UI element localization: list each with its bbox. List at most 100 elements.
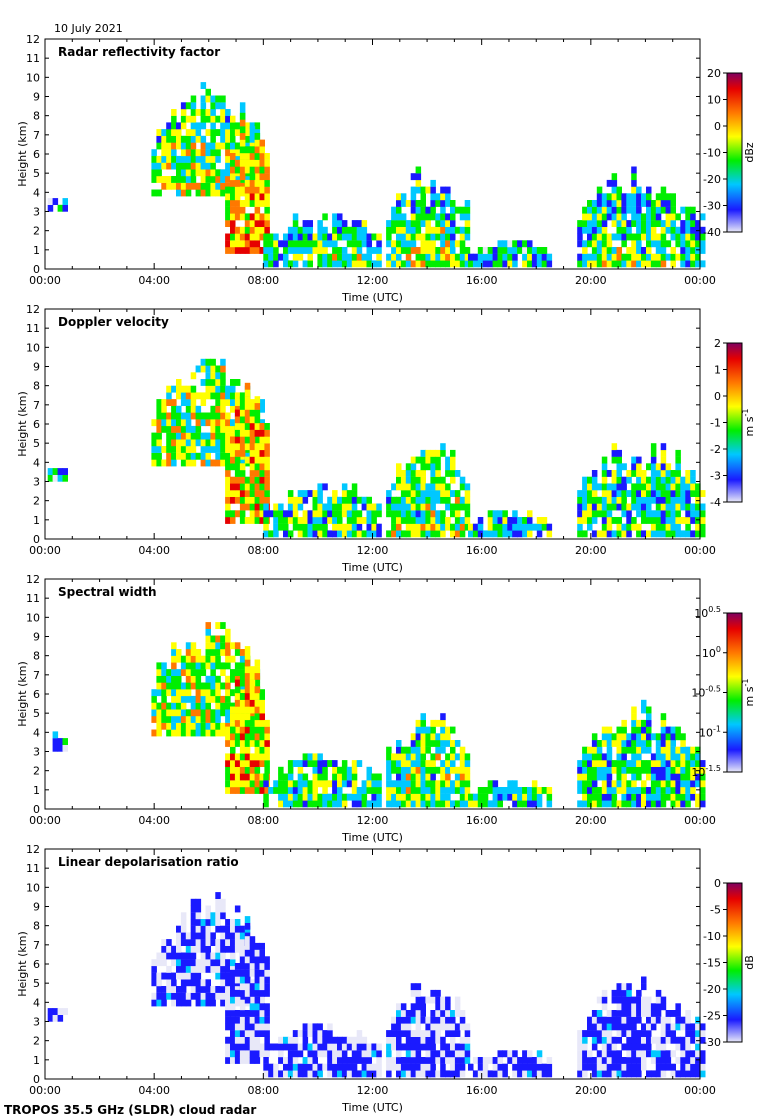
heatmap-cell <box>606 1057 613 1064</box>
heatmap-cell <box>680 773 686 781</box>
heatmap-cell <box>440 247 446 254</box>
heatmap-cell <box>176 412 182 420</box>
heatmap-cell <box>690 530 696 538</box>
heatmap-cell <box>239 945 246 953</box>
heatmap-cell <box>611 503 618 511</box>
heatmap-cell <box>259 476 265 484</box>
heatmap-cell <box>596 746 603 754</box>
heatmap-cell <box>210 169 216 177</box>
heatmap-cell <box>641 1023 647 1031</box>
heatmap-cell <box>327 780 333 788</box>
heatmap-cell <box>445 726 451 734</box>
heatmap-cell <box>200 965 207 973</box>
heatmap-cell <box>665 200 672 207</box>
heatmap-cell <box>215 972 221 980</box>
heatmap-cell <box>156 129 162 136</box>
heatmap-cell <box>239 963 246 970</box>
heatmap-cell <box>675 1036 681 1044</box>
heatmap-cell <box>341 1043 348 1051</box>
heatmap-cell <box>239 675 246 683</box>
heatmap-cell <box>445 523 451 531</box>
heatmap-cell <box>62 204 68 212</box>
heatmap-cell <box>577 530 583 538</box>
heatmap-cell <box>435 1050 441 1058</box>
heatmap-cell <box>522 253 528 261</box>
heatmap-cell <box>244 476 251 484</box>
heatmap-cell <box>655 1063 662 1071</box>
heatmap-cell <box>234 1036 241 1044</box>
heatmap-cell <box>582 510 588 518</box>
heatmap-cell <box>195 959 202 967</box>
heatmap-cell <box>171 109 177 116</box>
heatmap-cell <box>670 496 676 504</box>
heatmap-cell <box>200 439 207 447</box>
heatmap-cell <box>601 253 608 261</box>
heatmap-cell <box>356 510 363 518</box>
heatmap-cell <box>215 892 221 899</box>
heatmap-cell <box>185 182 192 190</box>
heatmap-cell <box>641 746 647 754</box>
heatmap-cell <box>371 1070 377 1078</box>
heatmap-cell <box>646 1030 652 1037</box>
heatmap-cell <box>205 939 211 946</box>
heatmap-cell <box>278 766 284 774</box>
heatmap-cell <box>596 793 603 801</box>
heatmap-cell <box>225 446 231 453</box>
heatmap-cell <box>171 986 177 993</box>
heatmap-cell <box>230 722 236 730</box>
heatmap-cell <box>230 213 236 221</box>
heatmap-cell <box>685 1063 691 1071</box>
heatmap-cell <box>650 226 657 234</box>
heatmap-cell <box>386 1050 392 1058</box>
heatmap-cell <box>507 793 513 801</box>
heatmap-cell <box>185 729 192 737</box>
heatmap-cell <box>259 173 265 181</box>
heatmap-cell <box>582 760 588 767</box>
heatmap-cell <box>675 787 681 794</box>
heatmap-cell <box>307 753 313 761</box>
heatmap-cell <box>317 1063 323 1071</box>
heatmap-cell <box>675 780 681 788</box>
heatmap-cell <box>341 233 348 241</box>
heatmap-cell <box>665 766 672 774</box>
heatmap-cell <box>244 780 251 788</box>
heatmap-cell <box>680 530 686 538</box>
heatmap-cell <box>410 760 417 767</box>
heatmap-cell <box>616 449 622 457</box>
heatmap-cell <box>185 999 192 1007</box>
heatmap-cell <box>591 773 598 781</box>
heatmap-cell <box>52 1014 59 1022</box>
heatmap-cell <box>195 999 202 1007</box>
heatmap-cell <box>156 992 162 1000</box>
heatmap-cell <box>249 132 256 140</box>
heatmap-cell <box>695 490 701 497</box>
heatmap-cell <box>230 449 236 457</box>
heatmap-cell <box>264 436 270 444</box>
heatmap-cell <box>450 510 456 518</box>
heatmap-cell <box>161 939 167 946</box>
heatmap-cell <box>249 719 256 727</box>
heatmap-cell <box>621 1030 627 1037</box>
heatmap-cell <box>631 186 637 194</box>
heatmap-cell <box>210 709 216 717</box>
heatmap-cell <box>621 483 627 491</box>
heatmap-cell <box>230 135 236 143</box>
heatmap-cell <box>690 260 696 268</box>
heatmap-cell <box>337 1063 343 1071</box>
heatmap-cell <box>171 405 177 413</box>
heatmap-cell <box>312 233 318 241</box>
heatmap-cell <box>695 260 701 268</box>
heatmap-cell <box>239 925 246 933</box>
heatmap-cell <box>180 419 187 427</box>
heatmap-cell <box>337 780 343 788</box>
heatmap-cell <box>512 780 518 788</box>
heatmap-cell <box>536 247 543 254</box>
heatmap-cell <box>205 169 211 177</box>
heatmap-cell <box>611 1050 618 1058</box>
heatmap-cell <box>287 530 294 538</box>
heatmap-cell <box>606 193 613 201</box>
heatmap-cell <box>616 766 622 774</box>
heatmap-cell <box>332 503 338 511</box>
heatmap-cell <box>396 746 402 754</box>
heatmap-cell <box>185 682 192 690</box>
